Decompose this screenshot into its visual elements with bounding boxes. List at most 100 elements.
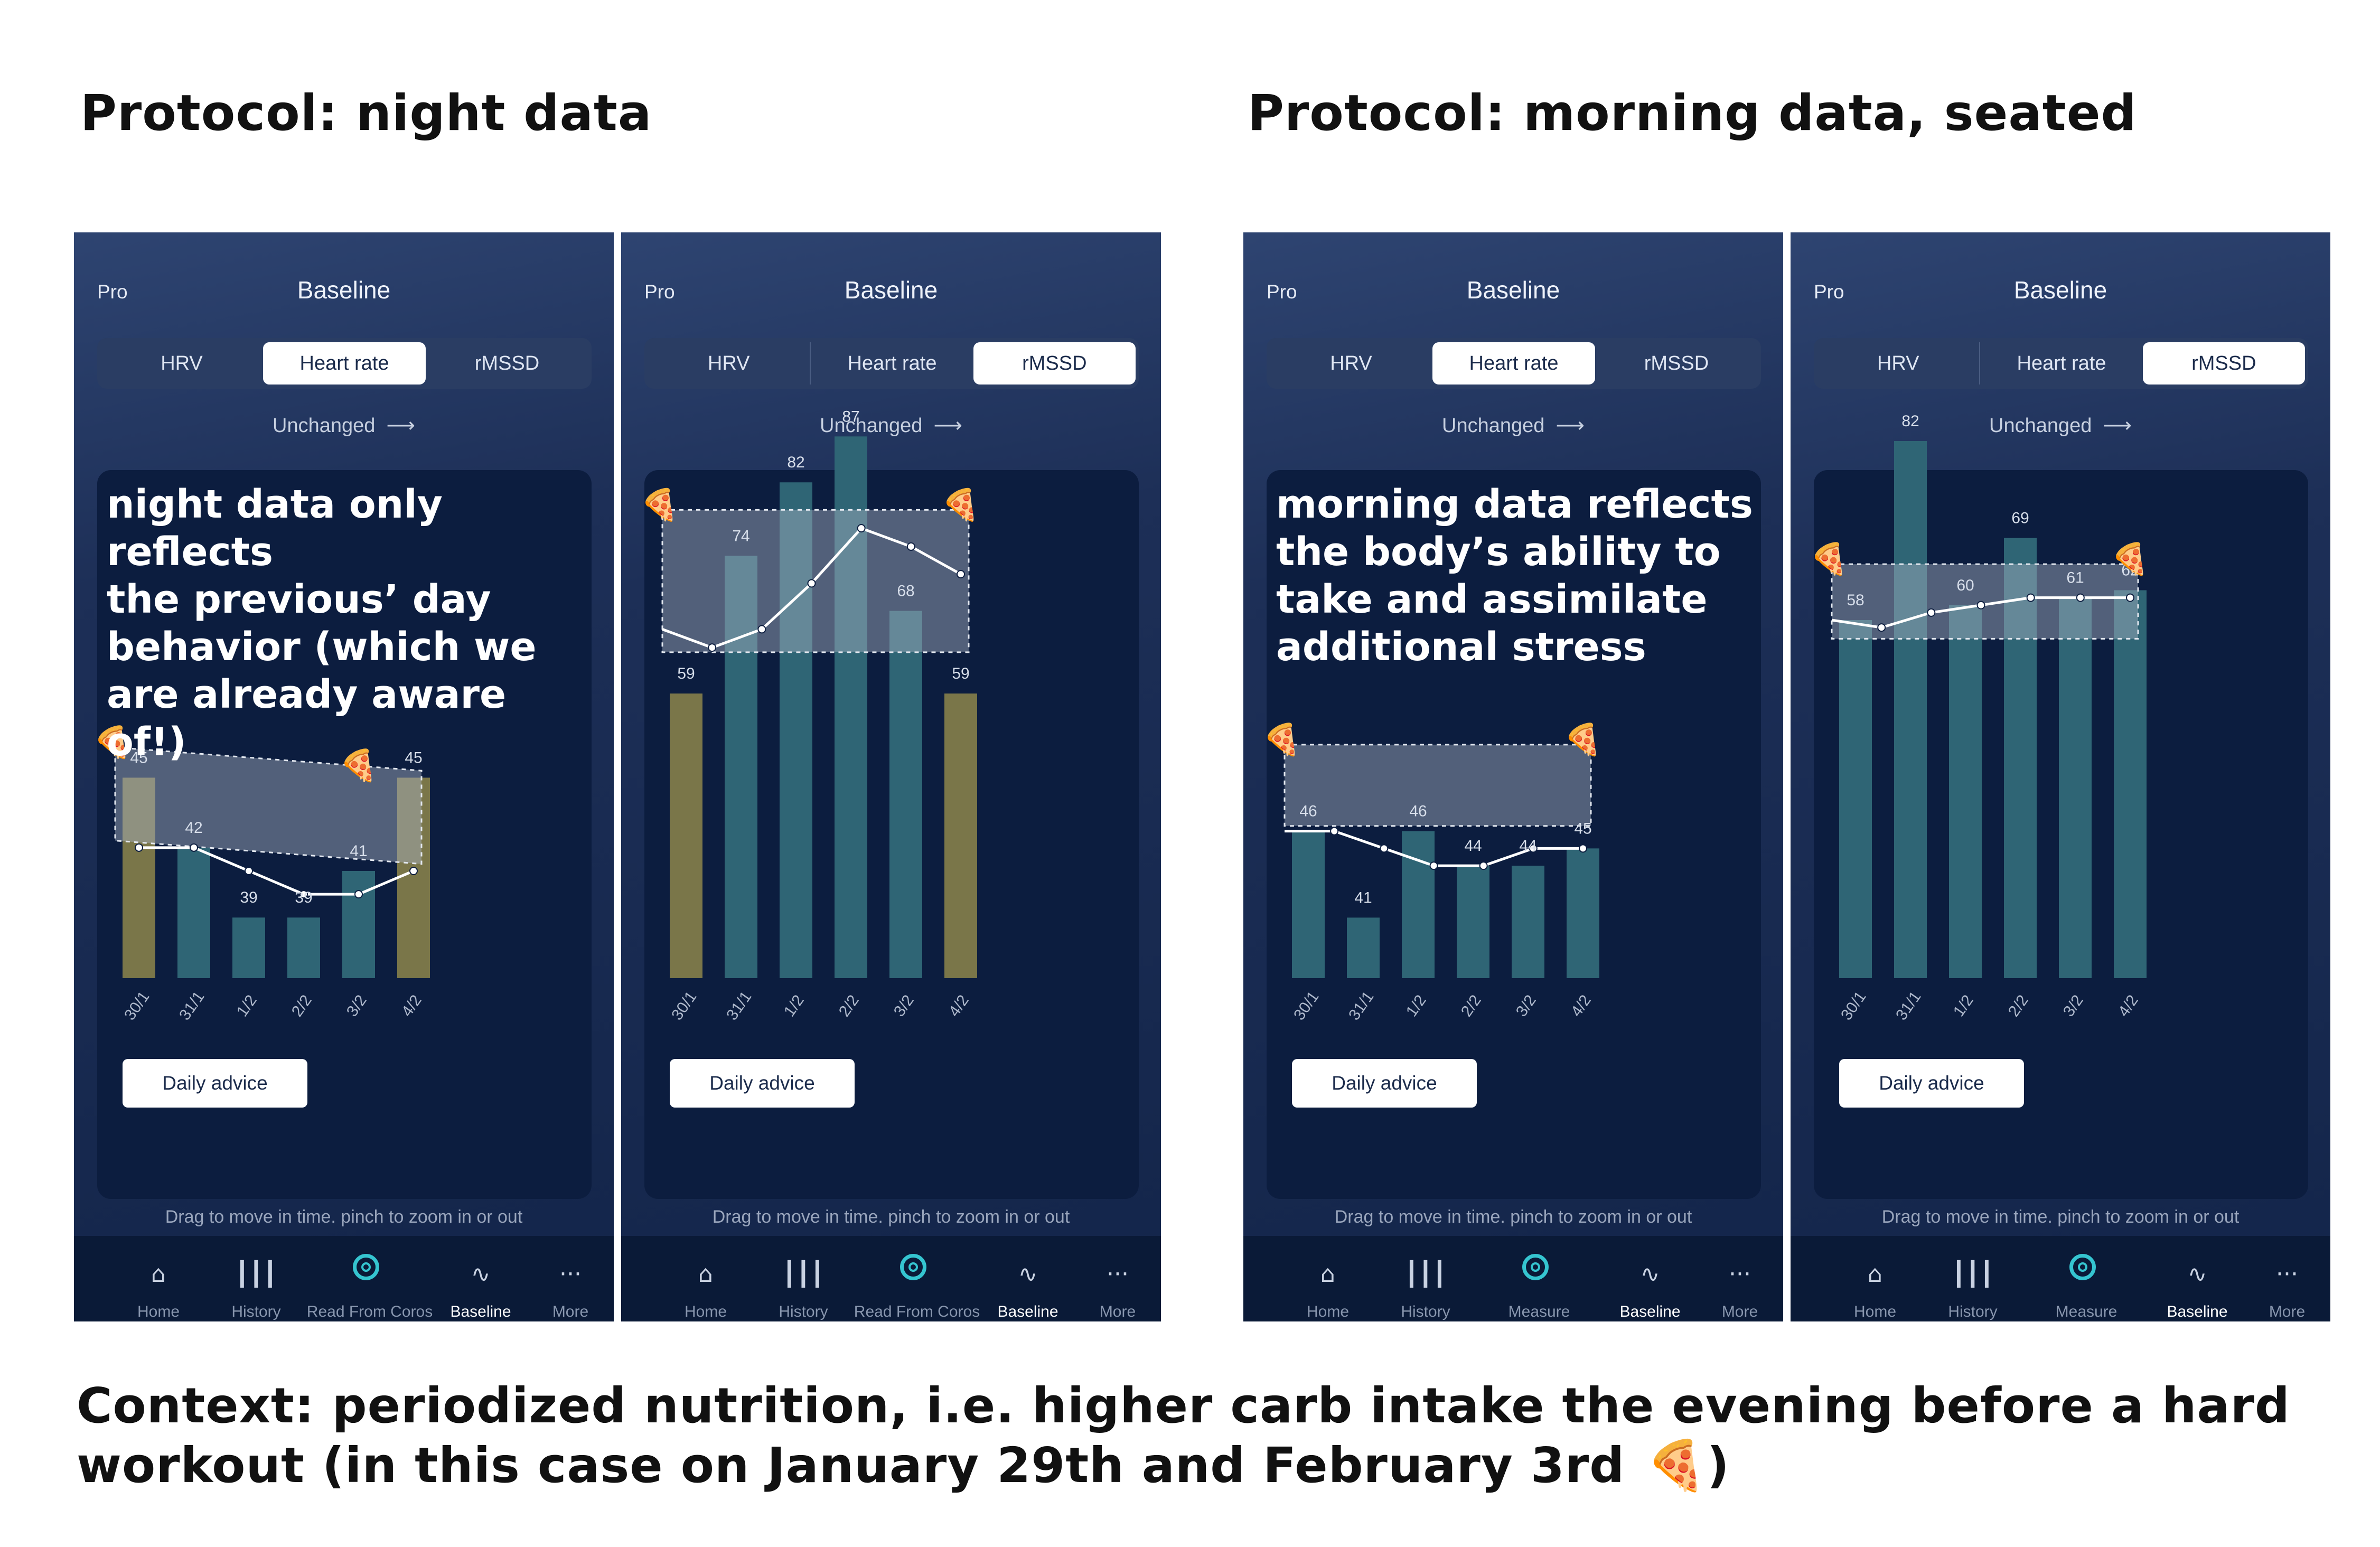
baseline-chart[interactable]: 59 74 82 87 68 59 30/1 31/1 1/2 2/2 3/2 4/2 🍕 🍕 xyxy=(621,232,1161,1321)
nav-item-home[interactable]: ⌂ Home xyxy=(1822,1236,1928,1321)
bar-value-label: 68 xyxy=(897,583,914,600)
bar-value-label: 60 xyxy=(1956,577,1974,594)
chart-bar xyxy=(2004,538,2037,978)
baseline-point xyxy=(757,625,766,634)
nav-item-baseline[interactable]: ∿ Baseline xyxy=(1597,1236,1703,1321)
tab-hrv[interactable]: HRV xyxy=(1330,352,1372,374)
phone-screen-1: Pro Baseline HRV Heart rate rMSSD Unchanged ⟶… xyxy=(74,232,614,1321)
nav-item-history[interactable]: ┃┃┃ History xyxy=(751,1236,856,1321)
tab-heart-rate[interactable]: Heart rate xyxy=(1979,342,2142,385)
tab-rmssd[interactable]: rMSSD xyxy=(474,352,540,374)
tab-hrv[interactable]: HRV xyxy=(707,352,750,374)
x-tick-label: 31/1 xyxy=(1345,988,1378,1024)
nav-label: More xyxy=(552,1303,589,1320)
bottom-nav: ⌂ Home ┃┃┃ History Read From Coros ∿ Baseline ·… xyxy=(621,1236,1161,1321)
metric-segmented-control: HRV Heart rate rMSSD xyxy=(1267,338,1761,389)
bar-value-label: 41 xyxy=(350,842,367,860)
nav-item-more[interactable]: ··· More xyxy=(1687,1236,1783,1321)
chart-bar xyxy=(397,777,430,978)
bar-value-label: 62 xyxy=(2121,562,2139,579)
nav-label: Baseline xyxy=(1619,1303,1681,1320)
nav-item-history[interactable]: ┃┃┃ History xyxy=(1373,1236,1478,1321)
nav-item-more[interactable]: ··· More xyxy=(1065,1236,1161,1321)
bottom-nav: ⌂ Home ┃┃┃ History Measure ∿ Baseline ··· More xyxy=(1243,1236,1783,1321)
x-tick-label: 30/1 xyxy=(668,988,700,1024)
nav-label: Home xyxy=(684,1303,727,1320)
nav-item-read-from-coros[interactable]: Read From Coros xyxy=(307,1236,433,1321)
x-tick-label: 2/2 xyxy=(1458,992,1485,1020)
tab-heart-rate[interactable]: Heart rate xyxy=(810,342,973,385)
pro-badge[interactable]: Pro xyxy=(97,281,128,303)
bar-value-label: 87 xyxy=(842,408,859,425)
x-tick-label: 30/1 xyxy=(1838,988,1870,1024)
metric-segmented-control: HRV Heart rate rMSSD xyxy=(97,338,592,389)
tab-rmssd[interactable]: rMSSD xyxy=(1644,352,1709,374)
x-tick-label: 30/1 xyxy=(1290,988,1323,1024)
bar-value-label: 74 xyxy=(732,527,749,545)
nav-item-read-from-coros[interactable]: Read From Coros xyxy=(854,1236,980,1321)
bar-value-label: 45 xyxy=(1574,820,1591,837)
baseline-point xyxy=(2026,593,2035,602)
baseline-band xyxy=(661,509,970,653)
nav-item-history[interactable]: ┃┃┃ History xyxy=(203,1236,309,1321)
baseline-point xyxy=(1479,861,1488,870)
baseline-point xyxy=(1976,601,1985,610)
nav-item-measure[interactable]: Measure xyxy=(2034,1236,2139,1321)
bar-value-label: 45 xyxy=(405,749,422,766)
nav-item-measure[interactable]: Measure xyxy=(1486,1236,1592,1321)
annotation-line: additional stress xyxy=(1276,624,1646,670)
heading-right: Protocol: morning data, seated xyxy=(1248,85,2137,142)
nav-item-more[interactable]: ··· More xyxy=(518,1236,614,1321)
chart-bar xyxy=(780,482,812,978)
nav-item-baseline[interactable]: ∿ Baseline xyxy=(428,1236,533,1321)
x-tick-label: 4/2 xyxy=(945,992,972,1020)
tab-rmssd[interactable]: rMSSD xyxy=(973,342,1136,385)
nav-item-history[interactable]: ┃┃┃ History xyxy=(1920,1236,2026,1321)
tab-hrv[interactable]: HRV xyxy=(161,352,203,374)
annotation-line: the previous’ day xyxy=(107,577,491,622)
nav-item-home[interactable]: ⌂ Home xyxy=(653,1236,758,1321)
tab-hrv[interactable]: HRV xyxy=(1877,352,1919,374)
nav-label: Home xyxy=(1306,1303,1350,1320)
bar-value-label: 46 xyxy=(1409,803,1427,820)
nav-item-baseline[interactable]: ∿ Baseline xyxy=(975,1236,1081,1321)
nav-label: Home xyxy=(1853,1303,1897,1320)
home-icon: ⌂ xyxy=(151,1261,166,1288)
trend-status: Unchanged ⟶ xyxy=(1791,414,2330,437)
nav-item-baseline[interactable]: ∿ Baseline xyxy=(2144,1236,2250,1321)
baseline-chart[interactable]: 46 41 46 44 44 45 30/1 31/1 1/2 2/2 3/2 4/2 🍕 🍕 xyxy=(1243,232,1783,1321)
annotation-overlay: morning data reflects the body’s ability … xyxy=(1276,481,1762,671)
nav-item-home[interactable]: ⌂ Home xyxy=(106,1236,211,1321)
baseline-chart[interactable]: 45 42 39 39 41 45 30/1 31/1 1/2 2/2 3/2 4/2 🍕 🍕 xyxy=(74,232,614,1321)
annotation-line: take and assimilate xyxy=(1276,577,1708,622)
measure-icon xyxy=(900,1254,926,1280)
chart-bar xyxy=(725,556,757,978)
tab-heart-rate[interactable]: Heart rate xyxy=(1432,342,1595,385)
baseline-point xyxy=(1877,623,1886,632)
daily-advice-button[interactable]: Daily advice xyxy=(1839,1059,2024,1108)
home-icon: ⌂ xyxy=(1868,1261,1882,1288)
tab-heart-rate[interactable]: Heart rate xyxy=(263,342,426,385)
history-icon: ┃┃┃ xyxy=(1404,1261,1447,1288)
daily-advice-button[interactable]: Daily advice xyxy=(123,1059,307,1108)
x-tick-label: 3/2 xyxy=(1513,992,1540,1020)
context-text: Context: periodized nutrition, i.e. high… xyxy=(77,1377,2290,1494)
daily-advice-button[interactable]: Daily advice xyxy=(670,1059,855,1108)
baseline-point xyxy=(1579,844,1587,853)
baseline-icon: ∿ xyxy=(1640,1261,1660,1288)
baseline-point xyxy=(857,524,866,533)
trend-label: Unchanged xyxy=(820,415,923,437)
trend-label: Unchanged xyxy=(273,415,376,437)
pro-badge[interactable]: Pro xyxy=(1814,281,1844,303)
pro-badge[interactable]: Pro xyxy=(644,281,675,303)
nav-item-more[interactable]: ··· More xyxy=(2234,1236,2330,1321)
pizza-icon: 🍕 xyxy=(93,724,132,760)
pro-badge[interactable]: Pro xyxy=(1267,281,1297,303)
nav-item-home[interactable]: ⌂ Home xyxy=(1275,1236,1381,1321)
chart-bar xyxy=(1457,866,1489,978)
tab-rmssd[interactable]: rMSSD xyxy=(2142,342,2305,385)
home-icon: ⌂ xyxy=(1320,1261,1335,1288)
chart-bar xyxy=(287,917,320,978)
daily-advice-button[interactable]: Daily advice xyxy=(1292,1059,1477,1108)
baseline-chart[interactable]: 58 82 60 69 61 62 30/1 31/1 1/2 2/2 3/2 4/2 🍕 🍕 xyxy=(1791,232,2330,1321)
